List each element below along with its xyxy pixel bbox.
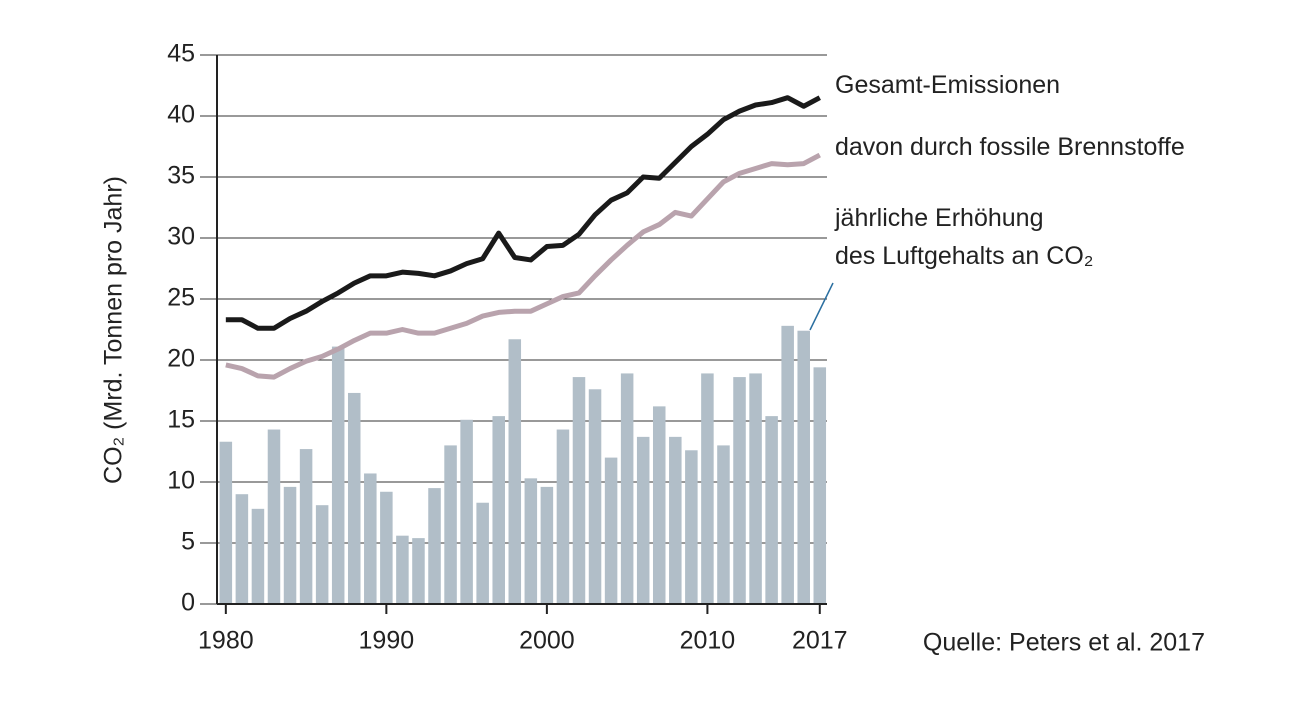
x-tick-label: 1990 [359, 627, 415, 655]
y-axis-title: CO₂ (Mrd. Tonnen pro Jahr) [100, 176, 128, 484]
bar [460, 419, 473, 604]
bar [701, 373, 714, 604]
bar [315, 505, 329, 604]
y-tick-label: 10 [167, 467, 195, 495]
bar [283, 486, 297, 604]
bar [492, 416, 505, 604]
bar [604, 457, 618, 604]
bar [717, 445, 730, 604]
annotation-pointer [809, 282, 834, 331]
bar [636, 436, 650, 604]
bar [524, 478, 538, 604]
y-tick-label: 45 [167, 40, 195, 68]
bar [235, 494, 249, 604]
x-tick-label: 2017 [792, 627, 848, 655]
y-tick-label: 40 [167, 101, 195, 129]
bar [267, 429, 281, 604]
bar [396, 535, 409, 604]
source-note: Quelle: Peters et al. 2017 [923, 629, 1205, 657]
y-tick-label: 25 [167, 284, 195, 312]
line [225, 152, 821, 380]
y-tick-label: 5 [181, 528, 195, 556]
bar [476, 502, 489, 604]
bar [508, 339, 522, 604]
bar [444, 445, 457, 604]
bar [572, 377, 586, 604]
bar [765, 416, 778, 604]
bar [412, 538, 425, 604]
legend-label: davon durch fossile Brennstoffe [835, 133, 1185, 161]
y-tick-label: 15 [167, 406, 195, 434]
bar [251, 508, 265, 604]
bar [813, 367, 827, 604]
x-tick-label: 2010 [680, 627, 736, 655]
bar [652, 406, 666, 604]
y-tick-label: 35 [167, 162, 195, 190]
y-tick-label: 0 [181, 589, 195, 617]
bar [749, 373, 762, 604]
bar [669, 436, 682, 604]
y-tick-label: 20 [167, 345, 195, 373]
line [225, 95, 821, 331]
bar [380, 491, 393, 604]
x-tick-label: 2000 [519, 627, 575, 655]
bar [219, 441, 233, 604]
bar [588, 389, 602, 604]
y-tick-label: 30 [167, 223, 195, 251]
legend-label: Gesamt-Emissionen [835, 71, 1061, 99]
bar [428, 488, 441, 604]
x-tick-label: 1980 [198, 627, 254, 655]
bar [797, 330, 810, 604]
legend-label: jährliche Erhöhung des Luftgehalts an CO… [835, 204, 1094, 270]
bar [620, 373, 634, 604]
bar [556, 429, 570, 604]
bar [540, 486, 554, 604]
bar [733, 377, 746, 604]
bar [364, 473, 377, 604]
bar [781, 325, 794, 604]
bar [331, 346, 345, 604]
bar [685, 450, 698, 604]
bar [347, 392, 361, 604]
bar [299, 449, 313, 604]
